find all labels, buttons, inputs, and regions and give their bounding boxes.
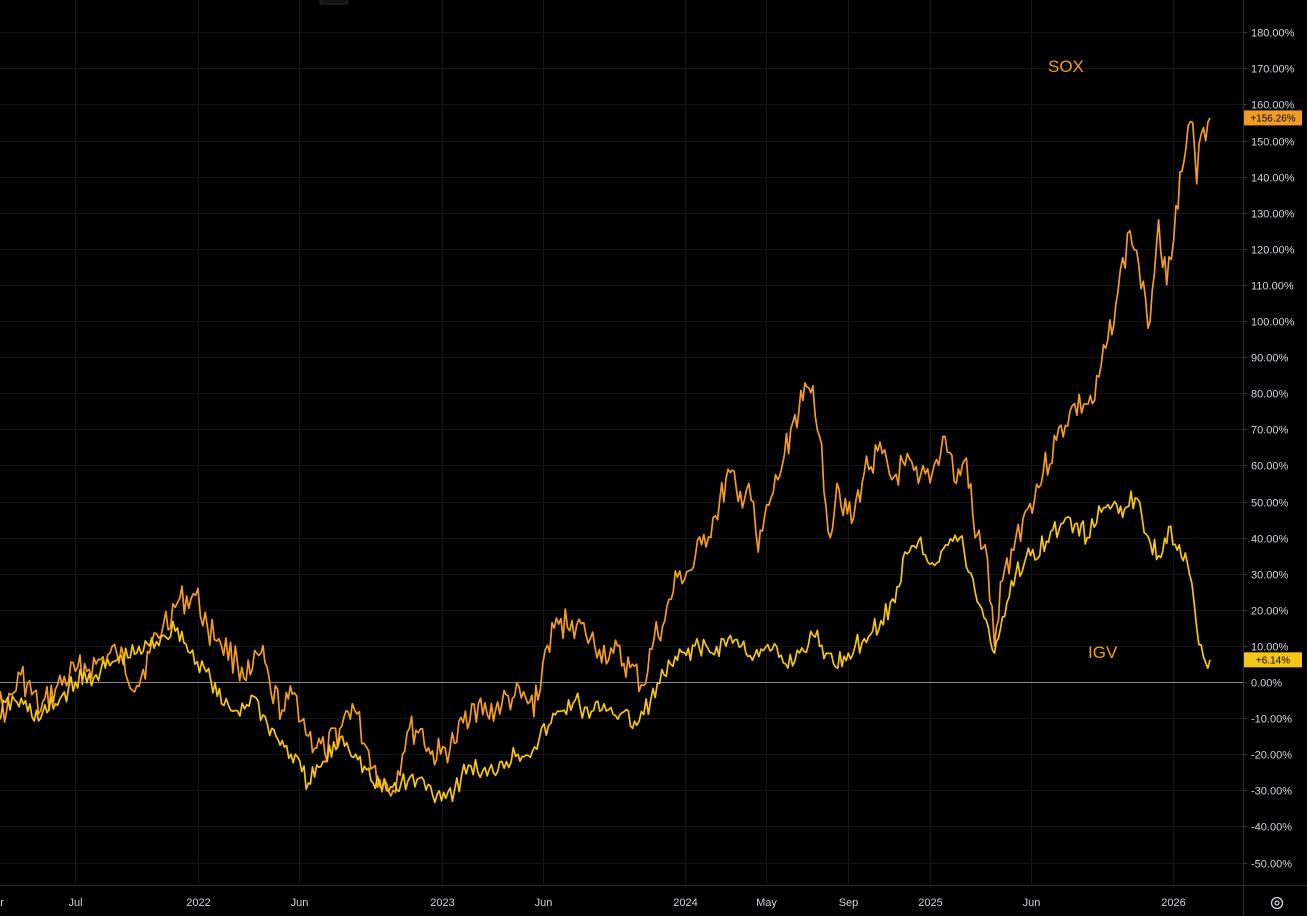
y-tick-label: 30.00% — [1251, 570, 1289, 582]
y-tick-label: 180.00% — [1251, 28, 1295, 40]
y-tick-label: 140.00% — [1251, 173, 1295, 185]
x-tick-label: Sep — [839, 897, 859, 909]
x-tick-label: 2025 — [918, 897, 942, 909]
series-label-igv: IGV — [1088, 643, 1118, 662]
y-tick-label: 120.00% — [1251, 245, 1295, 257]
y-tick-label: 0.00% — [1251, 678, 1282, 690]
y-tick-label: 170.00% — [1251, 64, 1295, 76]
x-tick-label: 2026 — [1161, 897, 1185, 909]
y-tick-label: -40.00% — [1251, 822, 1292, 834]
x-tick-label: Jun — [1023, 897, 1041, 909]
y-tick-label: 160.00% — [1251, 100, 1295, 112]
y-tick-label: 70.00% — [1251, 425, 1289, 437]
y-tick-label: 20.00% — [1251, 606, 1289, 618]
y-tick-label: -10.00% — [1251, 714, 1292, 726]
x-tick-label: 2024 — [673, 897, 697, 909]
y-tick-label: 100.00% — [1251, 317, 1295, 329]
axis-settings-button[interactable] — [1262, 892, 1292, 912]
series-line-sox[interactable] — [0, 117, 1211, 797]
x-tick-label: Jun — [291, 897, 309, 909]
x-tick-label: Mar — [0, 897, 4, 909]
y-tick-label: -50.00% — [1251, 859, 1292, 871]
y-tick-label: 90.00% — [1251, 353, 1289, 365]
y-tick-label: 60.00% — [1251, 461, 1289, 473]
y-tick-label: -20.00% — [1251, 750, 1292, 762]
x-tick-label: 2022 — [186, 897, 210, 909]
x-tick-label: Jun — [535, 897, 553, 909]
settings-gear-icon[interactable] — [1270, 896, 1284, 910]
top-toolbar-stub[interactable] — [319, 0, 349, 5]
x-tick-label: 2023 — [430, 897, 454, 909]
series-labels: SOX IGV — [1048, 57, 1118, 662]
y-tick-label: 80.00% — [1251, 389, 1289, 401]
y-axis[interactable]: 180.00% 170.00% 160.00% 150.00% 140.00% 130.0… — [1243, 28, 1295, 871]
x-tick-label: May — [756, 897, 777, 909]
grid-lines — [0, 0, 1243, 885]
y-tick-label: -30.00% — [1251, 786, 1292, 798]
last-value-text: +6.14% — [1256, 655, 1290, 666]
y-tick-label: 110.00% — [1251, 281, 1294, 293]
last-value-text: +156.26% — [1250, 113, 1295, 124]
x-tick-label: Jul — [68, 897, 82, 909]
plot-area — [0, 117, 1211, 804]
y-tick-label: 130.00% — [1251, 209, 1295, 221]
y-tick-label: 10.00% — [1251, 642, 1289, 654]
last-value-badge-igv: +6.14% — [1244, 652, 1302, 668]
series-line-igv[interactable] — [0, 490, 1211, 804]
last-value-badge-sox: +156.26% — [1244, 110, 1302, 126]
y-tick-label: 40.00% — [1251, 534, 1289, 546]
y-tick-label: 150.00% — [1251, 137, 1295, 149]
x-axis[interactable]: Mar Jul 2022 Jun 2023 Jun 2024 May Sep 2025 Jun 202… — [0, 897, 1186, 909]
y-tick-label: 50.00% — [1251, 498, 1289, 510]
series-label-sox: SOX — [1048, 57, 1084, 76]
last-value-badges: +156.26% +6.14% — [1244, 110, 1302, 668]
